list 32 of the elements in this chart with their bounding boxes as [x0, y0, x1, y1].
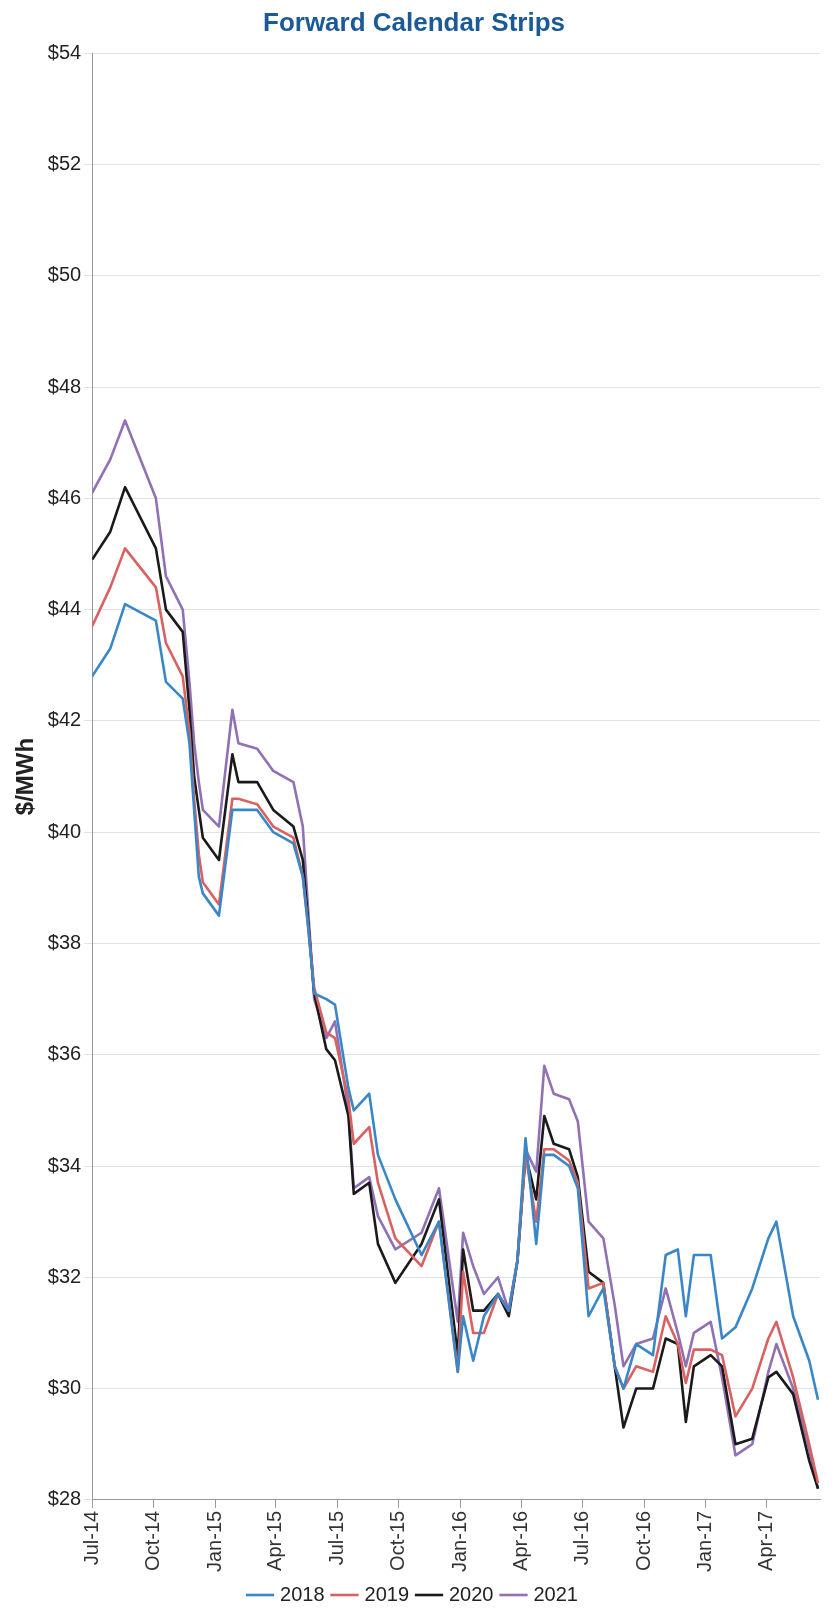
x-tick-label: Apr-17 [753, 1510, 776, 1571]
y-tick-label: $52 [47, 152, 82, 174]
y-tick-label: $36 [47, 1042, 82, 1065]
x-tick-label: Oct-15 [386, 1510, 409, 1571]
x-tick-label: Oct-16 [631, 1510, 654, 1571]
x-tick-label: Oct-14 [141, 1510, 164, 1571]
x-tick-label: Jul-16 [570, 1510, 593, 1566]
legend-label: 2019 [364, 1582, 410, 1605]
x-tick-label: Jul-15 [324, 1510, 347, 1566]
x-tick-label: Jul-14 [79, 1510, 102, 1566]
y-tick-label: $48 [47, 374, 82, 397]
y-tick-label: $42 [47, 708, 82, 731]
y-tick-label: $44 [47, 597, 82, 620]
y-tick-label: $38 [47, 930, 82, 953]
y-tick-label: $34 [47, 1153, 82, 1176]
chart-title: Forward Calendar Strips [263, 6, 565, 37]
y-tick-label: $32 [47, 1264, 82, 1287]
y-tick-label: $54 [47, 40, 82, 63]
x-tick-label: Jan-17 [693, 1510, 716, 1572]
x-tick-label: Jan-16 [447, 1510, 470, 1572]
x-tick-label: Jan-15 [203, 1510, 226, 1572]
legend-label: 2018 [280, 1582, 325, 1605]
x-tick-label: Apr-15 [263, 1510, 286, 1571]
y-tick-label: $40 [47, 819, 82, 842]
y-tick-label: $30 [47, 1376, 82, 1399]
y-tick-label: $50 [47, 263, 82, 286]
legend-label: 2020 [449, 1582, 494, 1605]
x-tick-label: Apr-16 [509, 1510, 531, 1571]
legend-label: 2021 [533, 1582, 578, 1605]
y-axis-title: $/MWh [11, 737, 39, 816]
y-tick-label: $46 [47, 485, 82, 508]
y-tick-label: $28 [47, 1487, 82, 1510]
